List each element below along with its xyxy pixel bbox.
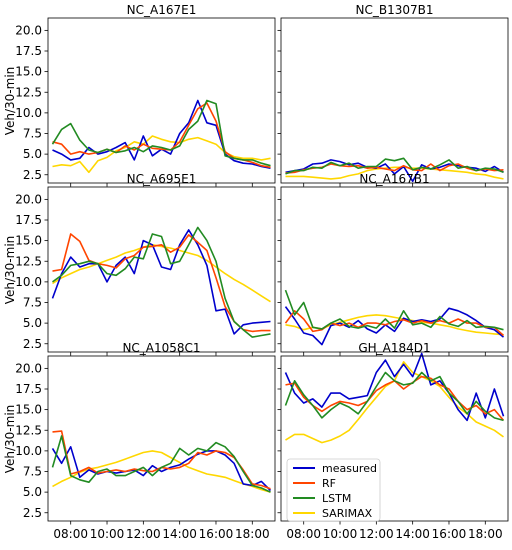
series-line-lstm — [51, 435, 271, 493]
plot-frame — [47, 186, 276, 353]
panel-title: NC_A1058C1 — [122, 341, 200, 355]
series-line-sarimax — [285, 360, 504, 444]
y-tick-label: 12.5 — [15, 85, 42, 99]
x-tick-label: 14:00 — [162, 527, 197, 541]
legend: measured RF LSTM SARIMAX — [286, 458, 381, 522]
legend-label-measured: measured — [322, 462, 377, 475]
y-tick-label: 10.0 — [15, 444, 42, 458]
y-tick-label: 15.0 — [15, 65, 42, 79]
x-tick-label: 12:00 — [359, 527, 394, 541]
panel-title: NC_B1307B1 — [356, 3, 434, 17]
series-line-sarimax — [52, 135, 271, 174]
series-line-sarimax — [52, 450, 271, 493]
panel-title: NC_A167B1 — [359, 172, 429, 186]
y-tick-label: 20.0 — [15, 192, 42, 206]
x-tick-label: 14:00 — [395, 527, 430, 541]
x-tick-label: 18:00 — [468, 527, 503, 541]
y-tick-label: 2.5 — [23, 168, 42, 182]
x-tick-label: 18:00 — [235, 527, 270, 541]
series-line-rf — [52, 233, 271, 333]
plot-frame — [280, 186, 509, 353]
y-tick-label: 12.5 — [15, 254, 42, 268]
series-line-measured — [51, 445, 272, 492]
legend-label-lstm: LSTM — [322, 492, 351, 505]
series-line-measured — [51, 229, 271, 335]
panel-1: NC_A167E1 2.5 5.0 7.5 10.0 12.5 15.0 17.5 20.0 — [15, 3, 276, 187]
series-line-lstm — [52, 226, 271, 338]
plot-frame — [280, 17, 509, 184]
series-line-lstm — [285, 157, 504, 175]
series-line-rf — [284, 309, 505, 337]
panel-4: NC_A167B1 — [277, 172, 509, 356]
y-tick-label: 12.5 — [15, 423, 42, 437]
series-line-measured — [284, 352, 505, 422]
legend-frame — [286, 458, 381, 522]
series-line-lstm — [51, 99, 271, 167]
y-tick-label: 20.0 — [15, 23, 42, 37]
y-tick-label: 20.0 — [15, 361, 42, 375]
y-tick-label: 10.0 — [15, 106, 42, 120]
series-line-sarimax — [285, 166, 504, 180]
panel-5: NC_A1058C1 2.5 5.0 7.5 10.0 12.5 15.0 17.5 20.0 0… — [15, 341, 276, 541]
y-axis-label-row-1: Veh/30-min — [3, 67, 17, 136]
x-tick-label: 08:00 — [53, 527, 88, 541]
series-line-lstm — [284, 289, 504, 331]
y-tick-label: 17.5 — [15, 213, 42, 227]
x-tick-label: 10:00 — [90, 527, 125, 541]
plot-frame — [47, 355, 276, 522]
y-tick-label: 10.0 — [15, 275, 42, 289]
legend-label-sarimax: SARIMAX — [322, 507, 373, 520]
panel-title: GH_A184D1 — [358, 341, 430, 355]
y-tick-label: 17.5 — [15, 44, 42, 58]
y-tick-label: 7.5 — [23, 296, 42, 310]
panel-6: GH_A184D1 08:00 10:00 12:00 14:00 16:00 18:00 — [277, 341, 509, 541]
y-tick-label: 5.0 — [23, 485, 42, 499]
y-tick-label: 2.5 — [23, 506, 42, 520]
y-tick-label: 2.5 — [23, 337, 42, 351]
x-tick-label: 16:00 — [432, 527, 467, 541]
y-tick-label: 17.5 — [15, 382, 42, 396]
panel-title: NC_A167E1 — [127, 3, 197, 17]
panel-3: NC_A695E1 2.5 5.0 7.5 10.0 12.5 15.0 17.5 20.0 — [15, 172, 276, 356]
series-line-rf — [52, 430, 271, 490]
y-tick-label: 5.0 — [23, 316, 42, 330]
panel-2: NC_B1307B1 — [277, 3, 509, 187]
plot-frame — [47, 17, 276, 184]
y-tick-label: 7.5 — [23, 465, 42, 479]
plot-frame — [280, 355, 509, 522]
series-line-measured — [284, 306, 505, 346]
y-axis-label-row-2: Veh/30-min — [3, 236, 17, 305]
x-tick-label: 16:00 — [199, 527, 234, 541]
x-tick-label: 12:00 — [126, 527, 161, 541]
y-axis-label-row-3: Veh/30-min — [3, 405, 17, 474]
y-tick-label: 15.0 — [15, 403, 42, 417]
y-tick-label: 7.5 — [23, 127, 42, 141]
legend-label-rf: RF — [322, 477, 336, 490]
series-line-sarimax — [52, 244, 271, 303]
x-tick-label: 10:00 — [323, 527, 358, 541]
x-tick-label: 08:00 — [286, 527, 321, 541]
series-line-lstm — [284, 371, 504, 422]
panel-title: NC_A695E1 — [127, 172, 197, 186]
panels-group: NC_A167E12.55.07.510.012.515.017.520.0NC… — [15, 3, 509, 541]
y-tick-label: 5.0 — [23, 147, 42, 161]
y-tick-label: 15.0 — [15, 234, 42, 248]
